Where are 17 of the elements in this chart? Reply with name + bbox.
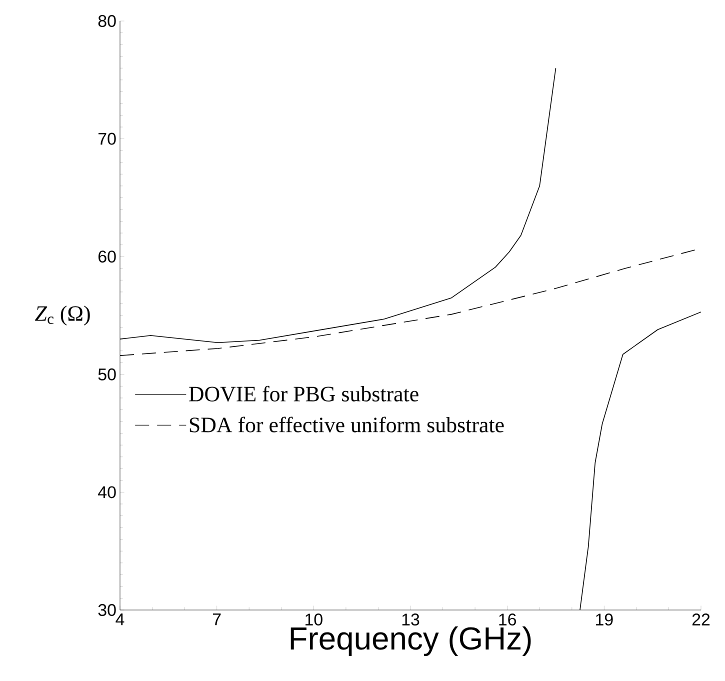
x-axis-title: Frequency (GHz)	[290, 626, 531, 656]
y-tick-label: 80	[98, 15, 116, 27]
y-tick-label: 70	[98, 132, 116, 145]
legend-label: SDA for effective uniform substrate	[190, 416, 504, 432]
x-tick-label: 4	[116, 614, 124, 626]
x-tick-label: 16	[499, 614, 516, 626]
y-axis-title: Z$_{c}$ (Ω)	[35, 306, 90, 326]
y-tick-label: 50	[98, 368, 116, 380]
y-tick-label: 60	[98, 250, 116, 263]
y-tick-label: 40	[98, 486, 116, 498]
y-tick-label: 30	[98, 604, 116, 616]
x-tick-label: 22	[692, 614, 710, 626]
x-tick-label: 10	[306, 614, 322, 626]
x-tick-label: 7	[213, 614, 221, 626]
legend-label: DOVIE for PBG substrate	[189, 386, 418, 402]
x-tick-label: 19	[596, 614, 613, 626]
x-tick-label: 13	[402, 614, 420, 626]
